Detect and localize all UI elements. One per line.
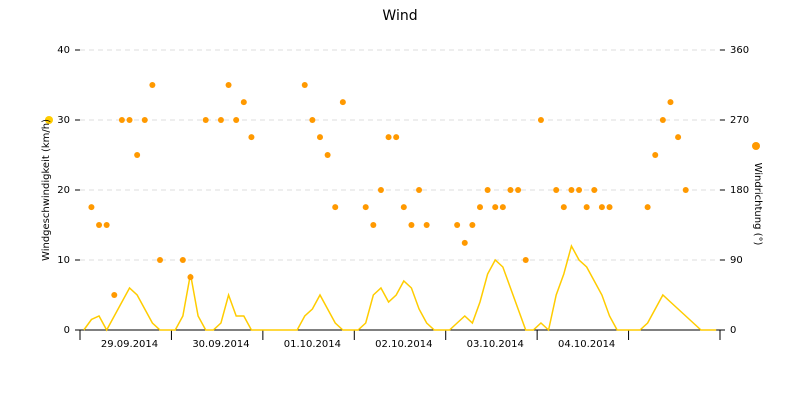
- direction-point: [134, 152, 141, 158]
- direction-point: [606, 204, 613, 211]
- direction-point: [400, 204, 407, 211]
- y2-tick-label: 360: [730, 45, 749, 56]
- direction-point: [157, 257, 163, 263]
- direction-point: [416, 187, 423, 193]
- direction-point: [560, 204, 567, 211]
- direction-point: [408, 222, 415, 228]
- direction-point: [484, 187, 491, 193]
- direction-point: [332, 204, 339, 211]
- direction-point: [553, 187, 560, 193]
- direction-point: [423, 222, 430, 228]
- y-axis-title: Windgeschwindigkeit (km/h): [41, 119, 52, 261]
- direction-point: [370, 222, 377, 228]
- direction-point: [675, 134, 682, 141]
- direction-point: [568, 187, 575, 193]
- direction-point: [598, 204, 605, 211]
- direction-point: [682, 187, 689, 193]
- direction-point: [362, 204, 369, 211]
- direction-point: [202, 117, 209, 123]
- direction-point: [454, 222, 461, 228]
- direction-point: [339, 99, 346, 106]
- direction-point: [515, 187, 522, 193]
- x-tick-label: 04.10.2014: [558, 339, 615, 350]
- direction-point: [469, 222, 476, 228]
- speed-line: [83, 244, 717, 332]
- legend-marker: [45, 116, 53, 124]
- y-tick-label: 20: [57, 185, 70, 196]
- direction-point: [118, 117, 125, 123]
- direction-point: [309, 117, 316, 123]
- direction-point: [583, 204, 590, 211]
- direction-point: [187, 274, 194, 281]
- direction-point: [385, 134, 392, 141]
- direction-point: [393, 134, 400, 141]
- y2-axis-title: Windrichtung (°): [752, 163, 763, 246]
- direction-point: [492, 204, 499, 211]
- y-tick-label: 30: [57, 115, 70, 126]
- direction-point: [522, 257, 529, 263]
- y2-tick-label: 180: [730, 185, 749, 196]
- y-tick-label: 10: [57, 255, 70, 266]
- direction-point: [652, 152, 659, 158]
- x-tick-label: 01.10.2014: [284, 339, 341, 350]
- x-tick-label: 02.10.2014: [375, 339, 432, 350]
- direction-point: [179, 257, 186, 263]
- direction-point: [96, 222, 103, 228]
- direction-point: [377, 187, 384, 193]
- direction-point: [111, 292, 118, 298]
- direction-point: [88, 204, 95, 211]
- direction-point: [141, 117, 148, 123]
- direction-point: [499, 204, 506, 211]
- direction-point: [248, 134, 255, 141]
- direction-point: [507, 187, 514, 193]
- direction-point: [301, 82, 308, 88]
- direction-point: [667, 99, 674, 106]
- direction-point: [240, 99, 247, 106]
- direction-point: [324, 152, 331, 158]
- direction-point: [576, 187, 583, 193]
- direction-point: [103, 222, 110, 228]
- direction-point: [217, 117, 224, 123]
- x-tick-label: 03.10.2014: [467, 339, 524, 350]
- direction-point: [225, 82, 232, 88]
- direction-point: [317, 134, 323, 141]
- legend-marker: [752, 142, 760, 150]
- direction-point: [477, 204, 483, 211]
- y-tick-label: 40: [57, 45, 70, 56]
- direction-point: [126, 117, 133, 123]
- direction-point: [461, 239, 468, 246]
- y2-tick-label: 270: [730, 115, 749, 126]
- y2-tick-label: 90: [730, 255, 743, 266]
- x-tick-label: 30.09.2014: [192, 339, 249, 350]
- x-tick-label: 29.09.2014: [101, 339, 158, 350]
- y-tick-label: 0: [64, 325, 70, 336]
- y2-tick-label: 0: [730, 325, 736, 336]
- direction-point: [591, 187, 598, 193]
- direction-point: [233, 117, 240, 123]
- chart-title: Wind: [382, 8, 417, 24]
- direction-point: [537, 117, 544, 123]
- direction-point: [659, 117, 666, 123]
- direction-point: [644, 204, 651, 211]
- direction-point: [149, 82, 156, 88]
